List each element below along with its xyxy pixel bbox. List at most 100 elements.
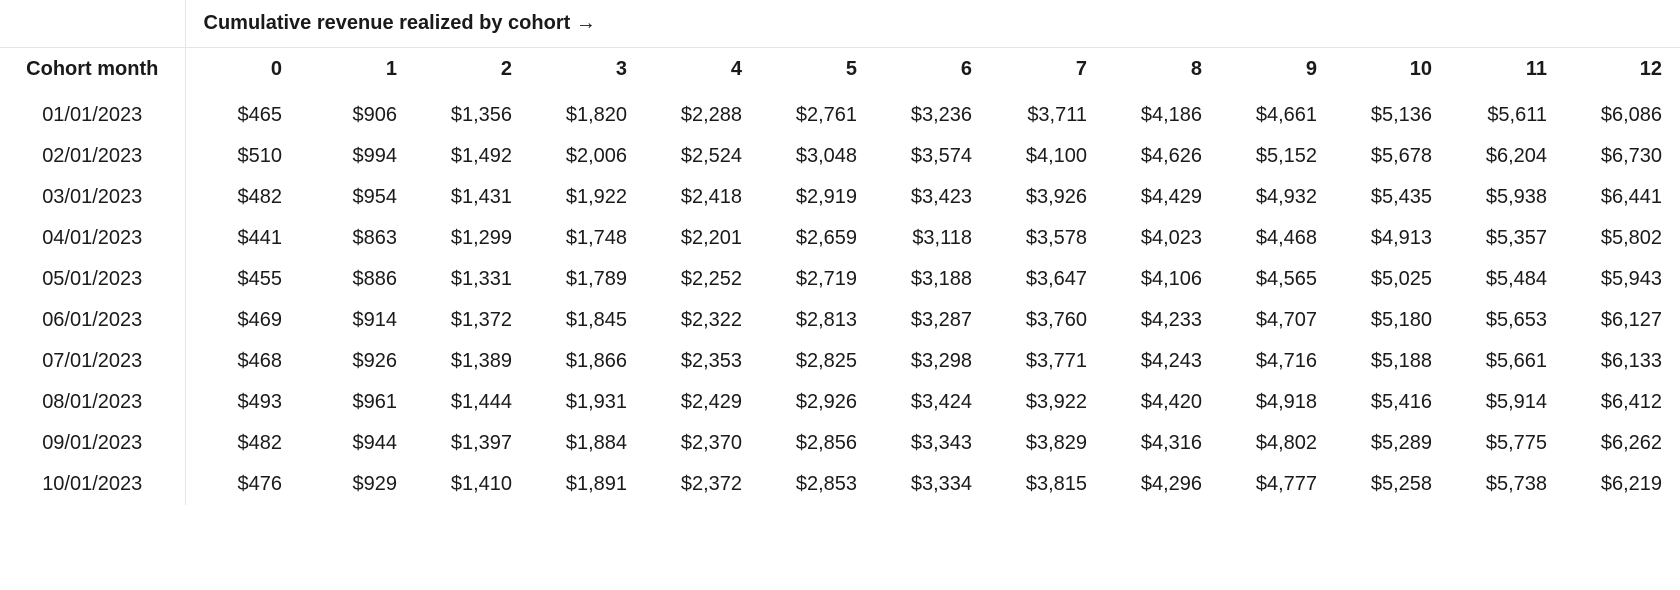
cell-value: $954 (300, 177, 415, 218)
cell-value: $4,716 (1220, 341, 1335, 382)
cohort-revenue-table: Cumulative revenue realized by cohort → (0, 0, 1680, 47)
cell-value: $510 (185, 136, 300, 177)
cell-value: $4,777 (1220, 464, 1335, 505)
cell-value: $482 (185, 423, 300, 464)
cell-value: $4,100 (990, 136, 1105, 177)
table-wrapper: Cohort month 0123456789101112 01/01/2023… (0, 47, 1680, 505)
cell-value: $6,441 (1565, 177, 1680, 218)
table-row: 09/01/2023$482$944$1,397$1,884$2,370$2,8… (0, 423, 1680, 464)
cell-value: $2,429 (645, 382, 760, 423)
cell-value: $2,719 (760, 259, 875, 300)
cell-value: $2,322 (645, 300, 760, 341)
cell-value: $4,429 (1105, 177, 1220, 218)
cell-value: $1,431 (415, 177, 530, 218)
cell-value: $3,926 (990, 177, 1105, 218)
row-label: 06/01/2023 (0, 300, 185, 341)
cell-value: $2,524 (645, 136, 760, 177)
cell-value: $4,565 (1220, 259, 1335, 300)
cell-value: $1,922 (530, 177, 645, 218)
table-row: 07/01/2023$468$926$1,389$1,866$2,353$2,8… (0, 341, 1680, 382)
cell-value: $6,219 (1565, 464, 1680, 505)
cell-value: $3,574 (875, 136, 990, 177)
cell-value: $886 (300, 259, 415, 300)
cell-value: $926 (300, 341, 415, 382)
column-header: 11 (1450, 48, 1565, 95)
cell-value: $6,262 (1565, 423, 1680, 464)
cell-value: $1,444 (415, 382, 530, 423)
cell-value: $4,932 (1220, 177, 1335, 218)
cell-value: $1,389 (415, 341, 530, 382)
cell-value: $4,913 (1335, 218, 1450, 259)
column-header: 9 (1220, 48, 1335, 95)
cell-value: $5,914 (1450, 382, 1565, 423)
cell-value: $4,296 (1105, 464, 1220, 505)
cell-value: $6,086 (1565, 95, 1680, 136)
cell-value: $1,299 (415, 218, 530, 259)
table-title: Cumulative revenue realized by cohort → (185, 0, 1680, 47)
column-header: 12 (1565, 48, 1680, 95)
cell-value: $3,334 (875, 464, 990, 505)
cell-value: $1,891 (530, 464, 645, 505)
cell-value: $1,748 (530, 218, 645, 259)
cell-value: $3,711 (990, 95, 1105, 136)
cell-value: $441 (185, 218, 300, 259)
cell-value: $2,919 (760, 177, 875, 218)
cell-value: $5,938 (1450, 177, 1565, 218)
cell-value: $469 (185, 300, 300, 341)
table-row: 05/01/2023$455$886$1,331$1,789$2,252$2,7… (0, 259, 1680, 300)
cell-value: $4,707 (1220, 300, 1335, 341)
cell-value: $493 (185, 382, 300, 423)
cell-value: $6,204 (1450, 136, 1565, 177)
cell-value: $1,884 (530, 423, 645, 464)
cell-value: $482 (185, 177, 300, 218)
cell-value: $468 (185, 341, 300, 382)
table-body: 01/01/2023$465$906$1,356$1,820$2,288$2,7… (0, 95, 1680, 505)
cell-value: $944 (300, 423, 415, 464)
column-header: 1 (300, 48, 415, 95)
cell-value: $914 (300, 300, 415, 341)
cell-value: $3,424 (875, 382, 990, 423)
row-label: 03/01/2023 (0, 177, 185, 218)
cell-value: $3,771 (990, 341, 1105, 382)
cell-value: $5,611 (1450, 95, 1565, 136)
cell-value: $2,252 (645, 259, 760, 300)
cell-value: $5,188 (1335, 341, 1450, 382)
cell-value: $1,372 (415, 300, 530, 341)
cell-value: $863 (300, 218, 415, 259)
cell-value: $1,845 (530, 300, 645, 341)
cell-value: $2,201 (645, 218, 760, 259)
cell-value: $1,866 (530, 341, 645, 382)
table-row: 02/01/2023$510$994$1,492$2,006$2,524$3,0… (0, 136, 1680, 177)
cell-value: $1,397 (415, 423, 530, 464)
cell-value: $1,492 (415, 136, 530, 177)
cell-value: $5,258 (1335, 464, 1450, 505)
cell-value: $906 (300, 95, 415, 136)
cell-value: $961 (300, 382, 415, 423)
cell-value: $455 (185, 259, 300, 300)
table-row: 10/01/2023$476$929$1,410$1,891$2,372$2,8… (0, 464, 1680, 505)
cell-value: $4,468 (1220, 218, 1335, 259)
cell-value: $5,943 (1565, 259, 1680, 300)
cell-value: $4,918 (1220, 382, 1335, 423)
table-row: 08/01/2023$493$961$1,444$1,931$2,429$2,9… (0, 382, 1680, 423)
cell-value: $4,243 (1105, 341, 1220, 382)
column-header: 3 (530, 48, 645, 95)
cell-value: $5,136 (1335, 95, 1450, 136)
cell-value: $1,331 (415, 259, 530, 300)
cell-value: $5,289 (1335, 423, 1450, 464)
cell-value: $6,412 (1565, 382, 1680, 423)
cell-value: $2,353 (645, 341, 760, 382)
cell-value: $1,789 (530, 259, 645, 300)
cell-value: $2,813 (760, 300, 875, 341)
cell-value: $5,775 (1450, 423, 1565, 464)
cell-value: $5,180 (1335, 300, 1450, 341)
cell-value: $3,423 (875, 177, 990, 218)
cell-value: $2,825 (760, 341, 875, 382)
column-header: 2 (415, 48, 530, 95)
cell-value: $3,829 (990, 423, 1105, 464)
cell-value: $4,626 (1105, 136, 1220, 177)
cell-value: $1,820 (530, 95, 645, 136)
cell-value: $3,298 (875, 341, 990, 382)
cell-value: $5,152 (1220, 136, 1335, 177)
cell-value: $4,420 (1105, 382, 1220, 423)
